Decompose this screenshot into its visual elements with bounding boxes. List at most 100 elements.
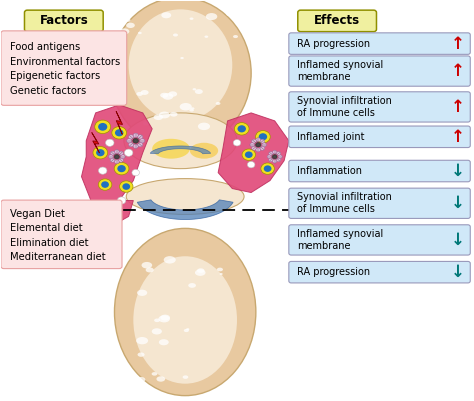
Ellipse shape [106, 139, 114, 146]
Text: Synovial infiltration
of Immune cells: Synovial infiltration of Immune cells [297, 192, 392, 214]
Ellipse shape [124, 113, 237, 169]
Ellipse shape [114, 162, 129, 175]
Ellipse shape [138, 142, 143, 147]
Ellipse shape [120, 155, 125, 159]
Ellipse shape [267, 155, 272, 158]
Ellipse shape [186, 328, 190, 330]
Ellipse shape [269, 152, 273, 155]
Ellipse shape [233, 35, 238, 38]
Ellipse shape [142, 262, 152, 269]
Ellipse shape [141, 90, 149, 95]
Ellipse shape [98, 179, 112, 190]
Ellipse shape [158, 315, 170, 322]
Ellipse shape [99, 167, 107, 174]
Ellipse shape [198, 123, 210, 130]
Ellipse shape [98, 123, 107, 131]
FancyBboxPatch shape [289, 188, 470, 219]
Text: ↑: ↑ [451, 34, 465, 53]
Ellipse shape [115, 129, 123, 136]
Ellipse shape [133, 133, 138, 138]
Ellipse shape [115, 160, 119, 164]
Ellipse shape [137, 290, 147, 296]
Text: Inflamed synovial
membrane: Inflamed synovial membrane [297, 60, 383, 82]
Ellipse shape [264, 165, 272, 172]
Ellipse shape [276, 152, 281, 155]
Ellipse shape [163, 93, 173, 100]
Ellipse shape [255, 143, 261, 147]
Ellipse shape [234, 123, 249, 135]
Ellipse shape [252, 146, 256, 150]
Ellipse shape [276, 158, 281, 162]
FancyBboxPatch shape [289, 225, 470, 255]
Ellipse shape [110, 158, 115, 162]
Ellipse shape [137, 92, 143, 96]
Ellipse shape [192, 88, 196, 91]
Text: Synovial infiltration
of Immune cells: Synovial infiltration of Immune cells [297, 96, 392, 118]
Ellipse shape [127, 139, 132, 143]
Ellipse shape [152, 372, 157, 376]
Ellipse shape [252, 139, 256, 143]
Ellipse shape [138, 135, 143, 139]
Text: RA progression: RA progression [297, 267, 371, 277]
Ellipse shape [152, 328, 162, 334]
Ellipse shape [152, 139, 190, 159]
Ellipse shape [237, 125, 246, 132]
Ellipse shape [143, 122, 149, 125]
Ellipse shape [93, 146, 108, 159]
Text: ↓: ↓ [451, 162, 465, 180]
Ellipse shape [217, 267, 223, 271]
Ellipse shape [133, 138, 138, 143]
FancyBboxPatch shape [289, 92, 470, 122]
Ellipse shape [159, 111, 170, 118]
Ellipse shape [133, 144, 138, 148]
Ellipse shape [95, 120, 110, 134]
Ellipse shape [115, 150, 119, 154]
Ellipse shape [260, 139, 265, 143]
Ellipse shape [273, 155, 277, 159]
Ellipse shape [262, 143, 266, 147]
Ellipse shape [117, 165, 126, 172]
Text: RA progression: RA progression [297, 38, 371, 49]
Ellipse shape [128, 135, 134, 139]
Text: ↑: ↑ [451, 98, 465, 116]
Ellipse shape [204, 36, 208, 38]
FancyBboxPatch shape [298, 10, 376, 32]
Ellipse shape [110, 0, 251, 149]
Polygon shape [150, 146, 211, 154]
Text: ↓: ↓ [451, 194, 465, 212]
Ellipse shape [138, 32, 142, 34]
Ellipse shape [114, 154, 119, 159]
Ellipse shape [247, 162, 255, 168]
Ellipse shape [188, 283, 196, 288]
Ellipse shape [226, 10, 237, 17]
Ellipse shape [260, 146, 265, 150]
Ellipse shape [118, 158, 123, 162]
Ellipse shape [273, 150, 277, 154]
Ellipse shape [173, 34, 178, 36]
Ellipse shape [256, 138, 261, 142]
Text: ↓: ↓ [451, 263, 465, 281]
Text: ↑: ↑ [451, 128, 465, 146]
Ellipse shape [259, 133, 267, 140]
Ellipse shape [128, 9, 232, 121]
FancyBboxPatch shape [289, 56, 470, 86]
Ellipse shape [261, 163, 274, 174]
Ellipse shape [160, 93, 168, 98]
Ellipse shape [278, 155, 282, 158]
Ellipse shape [180, 103, 192, 110]
Polygon shape [92, 132, 100, 153]
Ellipse shape [125, 18, 130, 22]
FancyBboxPatch shape [25, 10, 103, 32]
Ellipse shape [256, 148, 261, 152]
Ellipse shape [128, 142, 134, 147]
Ellipse shape [195, 89, 203, 94]
Ellipse shape [191, 107, 194, 109]
Ellipse shape [255, 131, 270, 143]
Ellipse shape [115, 229, 256, 396]
Ellipse shape [126, 23, 135, 28]
Polygon shape [82, 105, 152, 209]
Polygon shape [218, 113, 289, 192]
Ellipse shape [182, 375, 188, 379]
Ellipse shape [154, 114, 163, 120]
Ellipse shape [161, 12, 171, 18]
